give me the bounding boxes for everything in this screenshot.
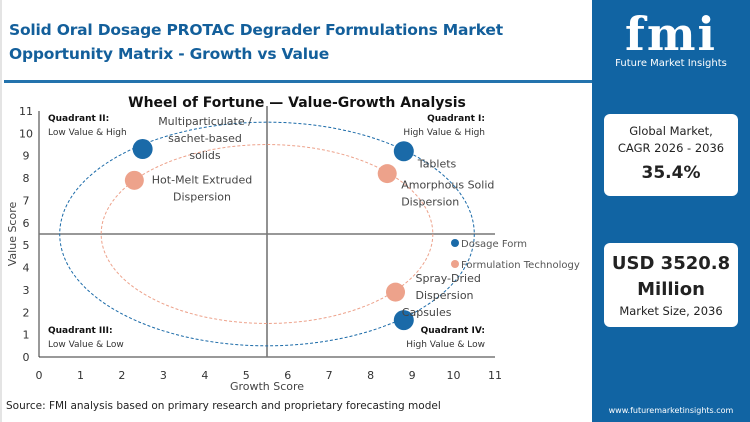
x-tick-label: 7 [326, 369, 333, 382]
quadrant-title: Quadrant I: [427, 114, 485, 124]
point-label: Amorphous Solid [401, 179, 494, 192]
point-label: Hot-Melt Extruded [152, 173, 252, 186]
quadrant-subtitle: Low Value & Low [48, 340, 124, 350]
legend-marker [451, 260, 459, 268]
chart-title: Wheel of Fortune — Value-Growth Analysis [128, 95, 466, 111]
sidebar: fmi Future Market Insights Global Market… [592, 0, 750, 422]
quadrant-title: Quadrant IV: [421, 326, 485, 336]
market-size-label: Market Size, 2036 [619, 304, 723, 318]
x-tick-label: 11 [488, 369, 502, 382]
x-axis-label: Growth Score [230, 380, 304, 393]
quadrant-title: Quadrant II: [48, 114, 109, 124]
data-point [124, 170, 144, 190]
market-size-value-2: Million [637, 279, 705, 300]
point-label: Dispersion [173, 190, 231, 203]
y-tick-label: 11 [19, 105, 33, 118]
quadrant-title: Quadrant III: [48, 326, 113, 336]
website-link[interactable]: www.futuremarketinsights.com [608, 406, 734, 415]
quadrant-subtitle: Low Value & High [48, 128, 127, 138]
cagr-label-1: Global Market, [629, 124, 713, 138]
quadrant-subtitle: High Value & Low [406, 340, 485, 350]
legend-marker [451, 239, 459, 247]
orbit-ellipse-2 [100, 144, 434, 324]
y-tick-label: 7 [23, 194, 30, 207]
source-note: Source: FMI analysis based on primary re… [6, 400, 441, 412]
cagr-value: 35.4% [641, 163, 701, 183]
y-tick-label: 6 [23, 217, 30, 230]
x-tick-label: 8 [367, 369, 374, 382]
data-point [132, 139, 153, 160]
page-title: Solid Oral Dosage PROTAC Degrader Formul… [9, 21, 503, 63]
point-label: Dispersion [416, 289, 474, 302]
scatter-chart: Wheel of Fortune — Value-Growth Analysis… [6, 95, 580, 393]
market-size-value-1: USD 3520.8 [611, 253, 731, 274]
y-tick-label: 0 [23, 351, 30, 364]
orbit-ellipse-1 [59, 121, 475, 347]
y-tick-label: 2 [23, 306, 30, 319]
x-tick-label: 6 [284, 369, 291, 382]
y-tick-label: 10 [19, 127, 33, 140]
y-tick-label: 8 [23, 172, 30, 185]
y-tick-label: 9 [23, 150, 30, 163]
point-label: Multiparticulate / [158, 115, 252, 128]
chart-panel: Solid Oral Dosage PROTAC Degrader Formul… [0, 0, 594, 422]
data-point [377, 164, 397, 184]
data-point [386, 282, 406, 302]
point-label: sachet-based [168, 132, 242, 145]
x-tick-label: 2 [118, 369, 125, 382]
cagr-card: Global Market, CAGR 2026 - 2036 35.4% [604, 114, 738, 196]
legend-label: Dosage Form [461, 239, 527, 250]
data-point [393, 141, 414, 162]
point-label: Dispersion [401, 196, 459, 209]
point-label: Capsules [402, 306, 452, 319]
title-divider [4, 80, 594, 83]
x-tick-label: 4 [201, 369, 208, 382]
point-label: Tablets [417, 157, 457, 170]
legend-label: Formulation Technology [461, 260, 580, 271]
x-tick-label: 0 [36, 369, 43, 382]
logo-text: Future Market Insights [615, 58, 727, 69]
x-tick-label: 9 [409, 369, 416, 382]
x-tick-label: 1 [77, 369, 84, 382]
logo-mark: fmi [625, 7, 717, 61]
data-point [393, 310, 414, 331]
y-tick-label: 4 [23, 262, 30, 275]
x-tick-label: 10 [447, 369, 461, 382]
point-label: solids [189, 149, 221, 162]
fmi-logo: fmi Future Market Insights [592, 8, 750, 69]
cagr-label-2: CAGR 2026 - 2036 [617, 141, 725, 155]
x-tick-label: 5 [243, 369, 250, 382]
y-tick-label: 3 [23, 284, 30, 297]
y-tick-label: 1 [23, 329, 30, 342]
y-axis-label: Value Score [6, 202, 19, 267]
point-label: Spray-Dried [416, 272, 481, 285]
market-size-card: USD 3520.8 Million Market Size, 2036 [604, 243, 738, 327]
x-tick-label: 3 [160, 369, 167, 382]
y-tick-label: 5 [23, 239, 30, 252]
quadrant-subtitle: High Value & High [403, 128, 485, 138]
